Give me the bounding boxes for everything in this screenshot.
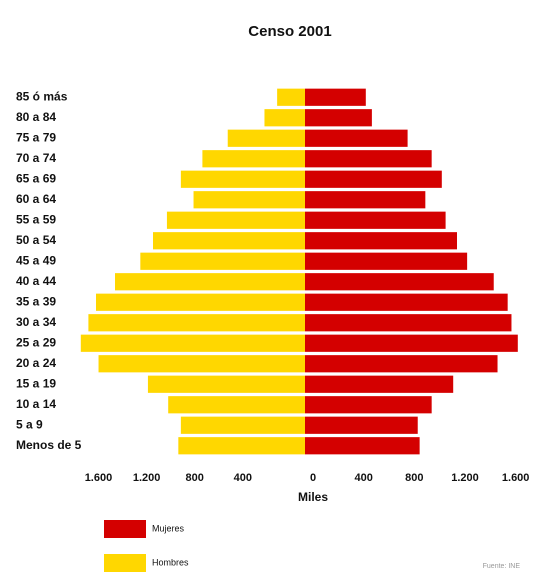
bar [305,375,454,393]
y-tick-label: 50 a 54 [16,233,56,247]
x-tick-label: 1.200 [451,472,479,484]
bar [305,129,408,147]
bar [140,252,305,270]
legend-label: Mujeres [152,523,185,533]
bar [178,437,305,455]
bar [305,396,432,414]
bar [193,191,305,209]
x-tick-label: 1.200 [133,472,161,484]
bar [264,109,305,127]
bar [305,334,518,352]
bar [166,211,305,229]
bar [88,314,306,332]
bar [153,232,305,250]
bar [98,355,306,373]
y-tick-label: 35 a 39 [16,294,56,308]
bar [305,232,457,250]
y-tick-label: 70 a 74 [16,151,56,165]
legend-swatch [104,520,146,538]
bar [227,129,305,147]
bar [147,375,305,393]
y-tick-label: 55 a 59 [16,212,56,226]
x-tick-label: 400 [354,472,372,484]
bar [168,396,305,414]
bar [115,273,305,291]
x-tick-label: 800 [405,472,423,484]
y-tick-label: 85 ó más [16,89,68,103]
y-tick-label: 60 a 64 [16,192,56,206]
legend-label: Hombres [152,557,189,567]
bar [305,437,420,455]
bar [305,273,494,291]
y-tick-label: 45 a 49 [16,253,56,267]
bar [180,416,305,434]
bar [202,150,305,168]
bar [305,109,372,127]
x-axis-label: Miles [298,490,328,504]
chart-title: Censo 2001 [248,23,331,40]
bar [305,293,508,311]
bar [305,314,512,332]
y-tick-label: 15 a 19 [16,376,56,390]
bar [80,334,305,352]
bar [277,88,305,106]
y-tick-label: 25 a 29 [16,335,56,349]
x-tick-label: 1.600 [502,472,530,484]
bar [305,416,418,434]
bar [305,211,446,229]
x-tick-label: 1.600 [85,472,113,484]
bar [305,191,426,209]
bar [305,355,498,373]
y-tick-label: 20 a 24 [16,356,56,370]
y-tick-label: 80 a 84 [16,110,56,124]
y-tick-label: 75 a 79 [16,130,56,144]
y-tick-label: 30 a 34 [16,315,56,329]
source: Fuente: INE [483,563,521,570]
y-tick-label: 40 a 44 [16,274,56,288]
bar [305,150,432,168]
y-tick-label: 65 a 69 [16,171,56,185]
x-tick-label: 400 [234,472,252,484]
bar [180,170,305,188]
x-tick-label: 0 [310,472,316,484]
bar [305,88,366,106]
y-tick-label: 5 a 9 [16,417,43,431]
bar [305,252,468,270]
x-tick-label: 800 [186,472,204,484]
y-tick-label: 10 a 14 [16,397,56,411]
bar [96,293,305,311]
legend-swatch [104,554,146,572]
bar [305,170,442,188]
y-tick-label: Menos de 5 [16,438,82,452]
